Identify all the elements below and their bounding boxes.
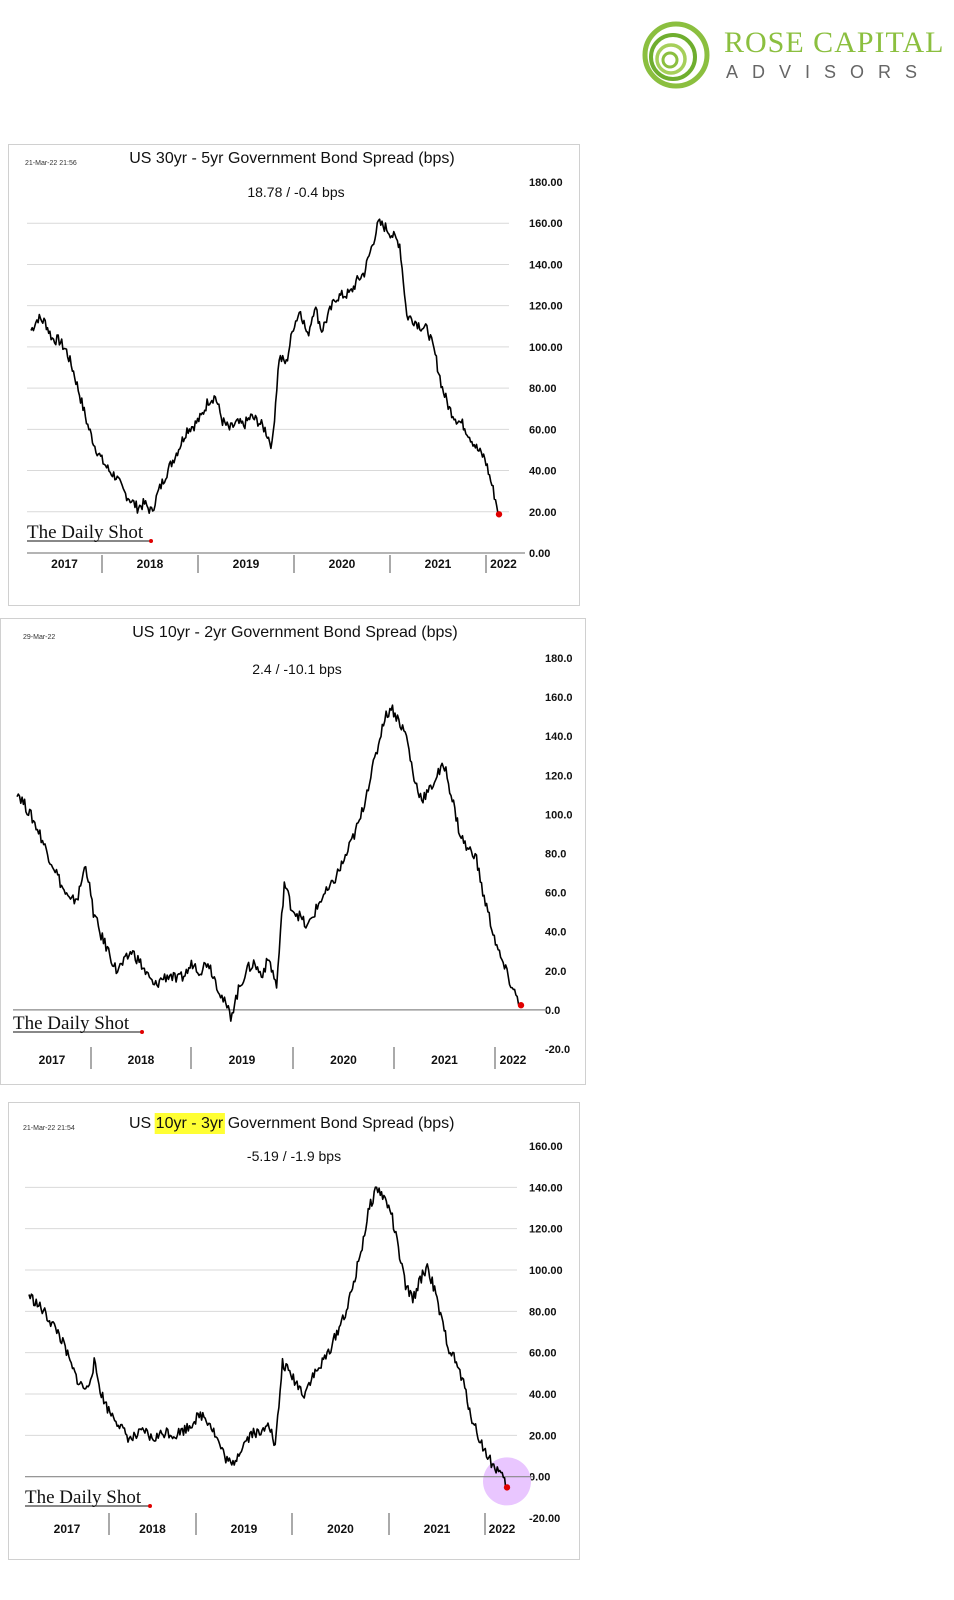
y-tick-label: 60.00 (529, 1348, 557, 1360)
daily-shot-brand: The Daily Shot (13, 1013, 130, 1034)
y-tick-label: 0.00 (529, 1472, 550, 1484)
y-tick-label: 140.0 (545, 731, 573, 743)
x-tick-label: 2019 (231, 1522, 258, 1536)
y-tick-label: 120.00 (529, 1224, 563, 1236)
series-line (16, 704, 522, 1022)
chart-svg-10yr-2yr: 29-Mar-22 US 10yr - 2yr Government Bond … (13, 624, 573, 1069)
brand-dot (149, 539, 153, 543)
y-tick-label: 40.00 (529, 1389, 557, 1401)
x-tick-label: 2022 (500, 1053, 527, 1067)
x-tick-label: 2021 (425, 557, 452, 571)
y-tick-label: 100.00 (529, 342, 563, 354)
x-tick-label: 2018 (137, 557, 164, 571)
y-tick-label: 120.0 (545, 770, 573, 782)
y-tick-label: 160.00 (529, 1141, 563, 1153)
x-tick-label: 2019 (233, 557, 260, 571)
y-tick-label: 180.0 (545, 653, 573, 665)
x-tick-label: 2021 (431, 1053, 458, 1067)
y-tick-label: -20.00 (529, 1513, 560, 1525)
y-tick-label: 40.0 (545, 927, 566, 939)
daily-shot-brand: The Daily Shot (27, 522, 144, 543)
x-tick-label: 2018 (139, 1522, 166, 1536)
last-value-marker (495, 511, 503, 518)
x-tick-label: 2020 (329, 557, 356, 571)
y-tick-label: 120.00 (529, 301, 563, 313)
chart-subtitle: 2.4 / -10.1 bps (252, 661, 342, 677)
x-tick-label: 2020 (330, 1053, 357, 1067)
x-tick-label: 2020 (327, 1522, 354, 1536)
y-tick-label: 160.0 (545, 692, 573, 704)
brand-dot (140, 1030, 144, 1034)
y-tick-label: 20.00 (529, 507, 557, 519)
logo-line2: ADVISORS (726, 62, 932, 82)
latest-value-highlight (483, 1457, 531, 1506)
y-tick-label: 180.00 (529, 177, 563, 189)
chart-title: US 30yr - 5yr Government Bond Spread (bp… (129, 150, 454, 167)
x-tick-label: 2022 (490, 557, 517, 571)
chart-subtitle: 18.78 / -0.4 bps (247, 184, 344, 200)
y-tick-label: 100.0 (545, 809, 573, 821)
chart-svg-30yr-5yr: 21-Mar-22 21:56 US 30yr - 5yr Government… (25, 150, 563, 573)
y-tick-label: 20.0 (545, 966, 566, 978)
chart-title: US 10yr - 2yr Government Bond Spread (bp… (132, 624, 457, 641)
rose-capital-logo: ROSE CAPITAL ADVISORS (640, 20, 943, 90)
chart-date: 21-Mar-22 21:54 (23, 1125, 75, 1132)
y-tick-label: 80.00 (529, 1306, 557, 1318)
x-tick-label: 2022 (489, 1522, 516, 1536)
y-tick-label: 40.00 (529, 466, 557, 478)
logo-line1: ROSE CAPITAL (724, 26, 945, 59)
chart-date: 21-Mar-22 21:56 (25, 160, 77, 167)
last-value-marker (503, 1484, 511, 1491)
series-line (30, 218, 500, 515)
y-tick-label: 140.00 (529, 1182, 563, 1194)
series-line (28, 1186, 508, 1490)
chart-svg-10yr-3yr: 21-Mar-22 21:54 US 10yr - 3yr Government… (23, 1113, 563, 1536)
y-tick-label: 140.00 (529, 259, 563, 271)
y-tick-label: -20.0 (545, 1044, 570, 1056)
x-tick-label: 2017 (51, 557, 78, 571)
y-tick-label: 60.0 (545, 888, 566, 900)
y-tick-label: 0.00 (529, 548, 550, 560)
x-tick-label: 2017 (54, 1522, 81, 1536)
y-tick-label: 100.00 (529, 1265, 563, 1277)
daily-shot-brand: The Daily Shot (25, 1487, 142, 1508)
y-tick-label: 60.00 (529, 424, 557, 436)
x-tick-label: 2018 (128, 1053, 155, 1067)
x-tick-label: 2021 (424, 1522, 451, 1536)
y-tick-label: 160.00 (529, 218, 563, 230)
y-tick-label: 0.0 (545, 1005, 560, 1017)
chart-subtitle: -5.19 / -1.9 bps (247, 1148, 341, 1164)
x-tick-label: 2017 (39, 1053, 66, 1067)
brand-dot (148, 1504, 152, 1508)
last-value-marker (517, 1002, 525, 1009)
chart-date: 29-Mar-22 (23, 634, 55, 641)
y-tick-label: 80.00 (529, 383, 557, 395)
x-tick-label: 2019 (229, 1053, 256, 1067)
title-highlight (154, 1113, 225, 1134)
chart-panel-10yr-3yr: 21-Mar-22 21:54 US 10yr - 3yr Government… (8, 1102, 580, 1560)
chart-panel-30yr-5yr: 21-Mar-22 21:56 US 30yr - 5yr Government… (8, 144, 580, 606)
chart-title: US 10yr - 3yr Government Bond Spread (bp… (129, 1115, 454, 1132)
chart-panel-10yr-2yr: 29-Mar-22 US 10yr - 2yr Government Bond … (0, 618, 586, 1085)
rose-spiral-icon (642, 21, 710, 89)
y-tick-label: 20.00 (529, 1430, 557, 1442)
y-tick-label: 80.0 (545, 849, 566, 861)
